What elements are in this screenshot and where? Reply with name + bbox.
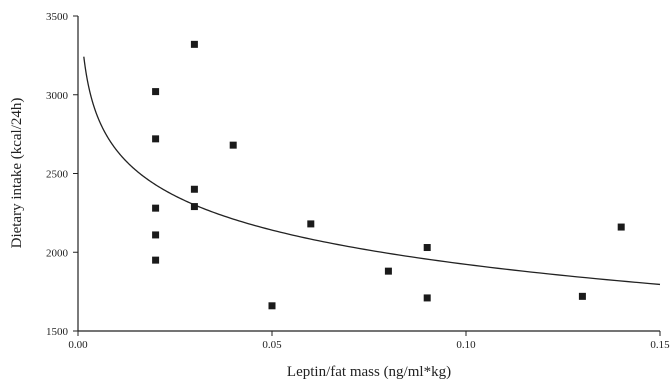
y-tick-label: 1500 [46, 326, 69, 338]
x-tick-label: 0.00 [68, 339, 88, 351]
data-point-marker [307, 220, 315, 228]
fitted-curve [83, 56, 661, 286]
data-point-marker [190, 185, 198, 193]
plot-area: 0.00 0.05 0.10 0.15 1500 2000 2500 3000 3500 [46, 11, 670, 351]
data-point-marker [423, 294, 431, 302]
x-axis-ticks: 0.00 0.05 0.10 0.15 [68, 331, 670, 351]
data-point-marker [152, 256, 160, 264]
y-axis-title: Dietary intake (kcal/24h) [9, 98, 25, 249]
data-point-marker [152, 204, 160, 212]
data-point-marker [578, 292, 586, 300]
data-point-marker [617, 223, 625, 231]
data-points [152, 40, 625, 310]
y-tick-label: 3000 [46, 90, 69, 102]
data-point-marker [152, 135, 160, 143]
y-tick-label: 2500 [46, 169, 69, 181]
data-point-marker [229, 141, 237, 149]
y-tick-label: 2000 [46, 247, 69, 259]
x-tick-label: 0.15 [650, 339, 670, 351]
data-point-marker [268, 302, 276, 310]
x-tick-label: 0.05 [262, 339, 282, 351]
data-point-marker [152, 231, 160, 239]
x-axis-title: Leptin/fat mass (ng/ml*kg) [287, 364, 451, 380]
data-point-marker [384, 267, 392, 275]
data-point-marker [190, 40, 198, 48]
y-tick-label: 3500 [46, 11, 69, 23]
x-tick-label: 0.10 [456, 339, 476, 351]
data-point-marker [190, 203, 198, 211]
y-axis-ticks: 1500 2000 2500 3000 3500 [46, 11, 78, 338]
data-point-marker [152, 88, 160, 96]
data-point-marker [423, 244, 431, 252]
